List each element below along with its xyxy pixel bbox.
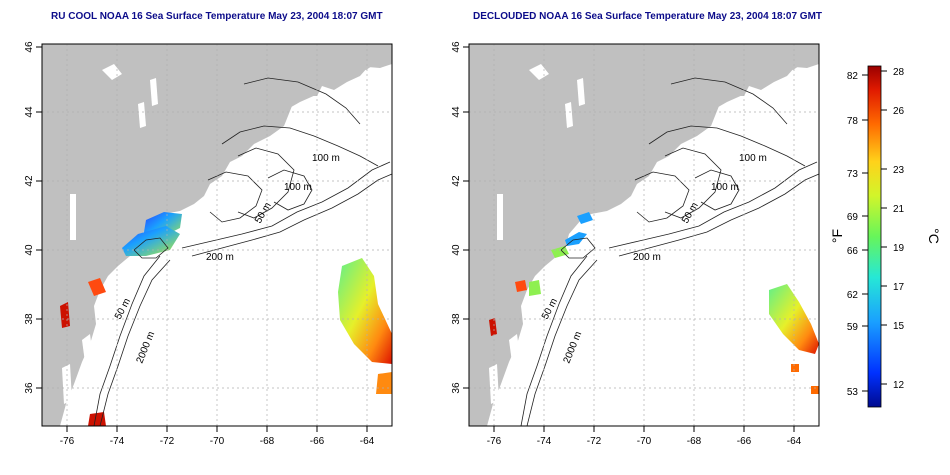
svg-text:-72: -72 bbox=[160, 436, 175, 447]
svg-text:-68: -68 bbox=[260, 436, 275, 447]
svg-text:46: 46 bbox=[451, 41, 462, 53]
svg-text:28: 28 bbox=[893, 67, 905, 78]
sst-map-left: 100 m 100 m 50 m 200 m 50 m 2000 m -76 -… bbox=[24, 41, 393, 447]
map-title-right: DECLOUDED NOAA 16 Sea Surface Temperatur… bbox=[473, 11, 823, 22]
svg-text:62: 62 bbox=[847, 290, 859, 301]
svg-text:21: 21 bbox=[893, 204, 905, 215]
svg-text:44: 44 bbox=[451, 106, 462, 118]
svg-text:23: 23 bbox=[893, 165, 905, 176]
sst-patches bbox=[60, 212, 392, 426]
y-axis: 36 38 40 42 44 46 bbox=[451, 41, 469, 394]
svg-text:-66: -66 bbox=[310, 436, 325, 447]
x-axis: -76 -74 -72 -70 -68 -66 -64 bbox=[487, 426, 802, 447]
colorbar-c-ticks: 28 26 23 21 19 17 15 12 bbox=[881, 67, 905, 391]
svg-text:-74: -74 bbox=[110, 436, 125, 447]
svg-text:-74: -74 bbox=[537, 436, 552, 447]
svg-text:-72: -72 bbox=[587, 436, 602, 447]
svg-text:-68: -68 bbox=[687, 436, 702, 447]
svg-text:53: 53 bbox=[847, 387, 859, 398]
svg-text:46: 46 bbox=[24, 41, 35, 53]
svg-text:82: 82 bbox=[847, 71, 859, 82]
svg-text:38: 38 bbox=[24, 313, 35, 325]
x-axis: -76 -74 -72 -70 -68 -66 -64 bbox=[60, 426, 375, 447]
contour-label-200m: 200 m bbox=[206, 252, 234, 263]
svg-text:78: 78 bbox=[847, 116, 859, 127]
svg-text:40: 40 bbox=[451, 244, 462, 256]
sst-map-right: 100 m 100 m 50 m 200 m 50 m 2000 m -76 -… bbox=[451, 41, 820, 447]
colorbar-f-ticks: 82 78 73 69 66 62 59 53 bbox=[847, 71, 868, 398]
svg-text:-66: -66 bbox=[737, 436, 752, 447]
svg-text:12: 12 bbox=[893, 380, 905, 391]
colorbar-gradient bbox=[867, 65, 882, 408]
svg-text:44: 44 bbox=[24, 106, 35, 118]
svg-text:66: 66 bbox=[847, 246, 859, 257]
svg-text:26: 26 bbox=[893, 106, 905, 117]
map-title-left: RU COOL NOAA 16 Sea Surface Temperature … bbox=[51, 11, 383, 22]
svg-text:36: 36 bbox=[24, 382, 35, 394]
svg-text:42: 42 bbox=[24, 175, 35, 187]
contour-label-100m-north: 100 m bbox=[739, 153, 767, 164]
svg-text:17: 17 bbox=[893, 282, 905, 293]
svg-text:-64: -64 bbox=[787, 436, 802, 447]
svg-text:73: 73 bbox=[847, 169, 859, 180]
contour-label-100m-south: 100 m bbox=[284, 182, 312, 193]
svg-text:-76: -76 bbox=[60, 436, 75, 447]
svg-text:40: 40 bbox=[24, 244, 35, 256]
colorbar-c-unit: °C bbox=[926, 228, 942, 244]
colorbar: 82 78 73 69 66 62 59 53 28 26 23 21 19 1… bbox=[829, 65, 942, 408]
svg-text:-70: -70 bbox=[637, 436, 652, 447]
svg-text:-76: -76 bbox=[487, 436, 502, 447]
svg-text:38: 38 bbox=[451, 313, 462, 325]
svg-text:42: 42 bbox=[451, 175, 462, 187]
contour-label-100m-south: 100 m bbox=[711, 182, 739, 193]
svg-text:36: 36 bbox=[451, 382, 462, 394]
svg-text:15: 15 bbox=[893, 321, 905, 332]
svg-text:-70: -70 bbox=[210, 436, 225, 447]
svg-text:-64: -64 bbox=[360, 436, 375, 447]
svg-text:59: 59 bbox=[847, 322, 859, 333]
y-axis: 36 38 40 42 44 46 bbox=[24, 41, 42, 394]
contour-label-100m-north: 100 m bbox=[312, 153, 340, 164]
svg-text:19: 19 bbox=[893, 243, 905, 254]
colorbar-f-unit: °F bbox=[829, 229, 845, 243]
svg-text:69: 69 bbox=[847, 212, 859, 223]
contour-label-200m: 200 m bbox=[633, 252, 661, 263]
